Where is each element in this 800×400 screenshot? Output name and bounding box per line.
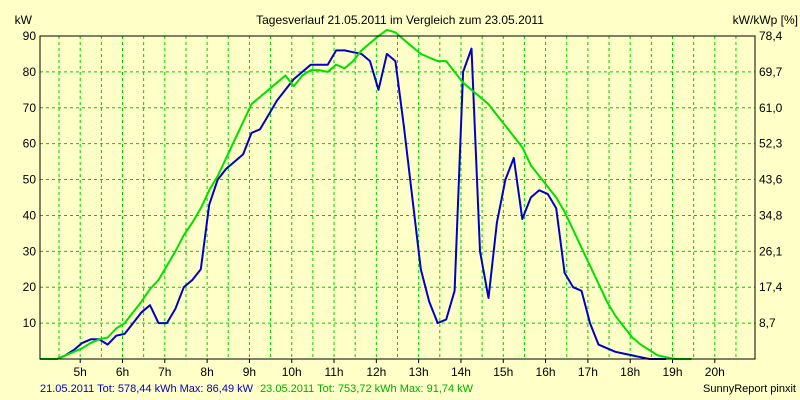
y-tick-label-left: 60 (23, 137, 37, 151)
y-tick-label-left: 40 (23, 208, 37, 222)
x-tick-label: 6h (116, 365, 129, 379)
footer-series-blue-summary: 21.05.2011 Tot: 578,44 kWh Max: 86,49 kW… (40, 383, 474, 395)
ticks: 10 8,7 20 17,4 30 26,1 40 34,8 50 43,6 60 52,3 70 61,… (23, 29, 783, 379)
x-tick-label: 5h (74, 365, 87, 379)
y-tick-label-left: 80 (23, 65, 37, 79)
y-tick-label-right: 34,8 (759, 208, 783, 222)
series-line-green (40, 28, 692, 360)
x-tick-label: 15h (493, 365, 513, 379)
y-tick-label-right: 43,6 (759, 173, 783, 187)
y-tick-label-right: 61,0 (759, 101, 783, 115)
x-tick-label: 16h (536, 365, 556, 379)
x-tick-label: 10h (282, 365, 302, 379)
x-tick-label: 9h (243, 365, 256, 379)
y-tick-label-right: 26,1 (759, 244, 783, 258)
x-tick-label: 17h (578, 365, 598, 379)
y-tick-label-left: 70 (23, 101, 37, 115)
y-axis-label-left: kW (15, 13, 33, 27)
chart-title: Tagesverlauf 21.05.2011 im Vergleich zum… (256, 13, 544, 27)
x-tick-label: 14h (451, 365, 471, 379)
y-tick-label-right: 8,7 (759, 316, 776, 330)
y-axis-label-right: kW/kWp [%] (733, 13, 798, 27)
y-tick-label-right: 69,7 (759, 65, 783, 79)
y-tick-label-left: 10 (23, 316, 37, 330)
y-tick-label-left: 30 (23, 244, 37, 258)
x-tick-label: 7h (158, 365, 171, 379)
footer-blue-text: 21.05.2011 Tot: 578,44 kWh Max: 86,49 kW (40, 383, 254, 395)
x-tick-label: 18h (620, 365, 640, 379)
x-tick-label: 13h (409, 365, 429, 379)
x-tick-label: 8h (200, 365, 213, 379)
footer-green-text: 23.05.2011 Tot: 753,72 kWh Max: 91,74 kW (260, 383, 474, 395)
y-tick-label-right: 17,4 (759, 280, 783, 294)
x-tick-label: 11h (324, 365, 343, 379)
y-tick-label-right: 52,3 (759, 137, 783, 151)
y-tick-label-left: 50 (23, 173, 37, 187)
series-line-blue (40, 47, 667, 360)
x-tick-label: 19h (662, 365, 682, 379)
x-tick-label: 12h (366, 365, 386, 379)
y-tick-label-left: 90 (23, 29, 37, 43)
footer-credit: SunnyReport pinxit (703, 383, 796, 395)
x-tick-label: 20h (705, 365, 725, 379)
series-layer (40, 28, 692, 360)
y-tick-label-right: 78,4 (759, 29, 783, 43)
y-tick-label-left: 20 (23, 280, 37, 294)
plot-frame (39, 35, 756, 360)
